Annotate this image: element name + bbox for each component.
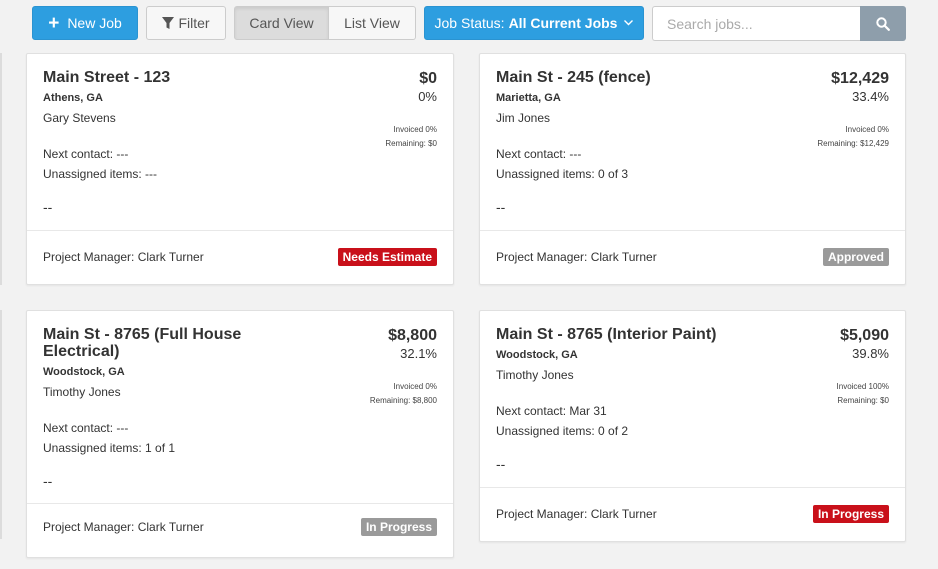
job-remaining: Remaining: $0	[837, 396, 889, 405]
left-edge-card	[0, 53, 2, 285]
status-badge: Needs Estimate	[337, 248, 437, 266]
job-customer: Jim Jones	[496, 111, 551, 125]
job-invoiced: Invoiced 0%	[393, 382, 437, 391]
status-badge: In Progress	[812, 505, 889, 523]
filter-label: Filter	[178, 15, 210, 31]
job-customer: Gary Stevens	[43, 111, 116, 125]
job-remaining: Remaining: $0	[385, 139, 437, 148]
job-unassigned-items: Unassigned items: 0 of 3	[496, 167, 629, 181]
job-remaining: Remaining: $8,800	[369, 396, 437, 405]
search-input[interactable]: Search jobs...	[652, 6, 860, 41]
job-amount: $8,800	[388, 327, 437, 344]
project-manager: Project Manager: Clark Turner	[43, 520, 204, 534]
job-invoiced: Invoiced 100%	[836, 382, 889, 391]
job-location: Marietta, GA	[496, 92, 561, 104]
job-unassigned-items: Unassigned items: 0 of 2	[496, 424, 629, 438]
view-toggle: Card View List View	[234, 6, 416, 40]
job-card[interactable]: Main St - 8765 (Full House Electrical) W…	[26, 310, 454, 558]
job-next-contact: Next contact: ---	[43, 147, 129, 161]
job-card-footer: Project Manager: Clark Turner Needs Esti…	[27, 230, 453, 284]
job-location: Woodstock, GA	[43, 366, 125, 378]
job-percent: 0%	[418, 89, 437, 104]
job-amount: $12,429	[831, 70, 889, 87]
job-note: --	[43, 199, 53, 215]
list-view-button[interactable]: List View	[329, 6, 416, 40]
job-card[interactable]: Main St - 8765 (Interior Paint) Woodstoc…	[479, 310, 906, 542]
job-percent: 39.8%	[852, 346, 889, 361]
job-status-value: All Current Jobs	[508, 15, 618, 31]
project-manager: Project Manager: Clark Turner	[496, 507, 657, 521]
left-edge-card	[0, 310, 2, 539]
job-next-contact: Next contact: ---	[496, 147, 582, 161]
project-manager: Project Manager: Clark Turner	[43, 250, 204, 264]
job-card[interactable]: Main St - 245 (fence) Marietta, GA Jim J…	[479, 53, 906, 285]
job-status-dropdown[interactable]: Job Status: All Current Jobs	[424, 6, 644, 40]
plus-icon: +	[48, 12, 60, 34]
job-location: Woodstock, GA	[496, 349, 578, 361]
status-badge: In Progress	[360, 518, 437, 536]
job-unassigned-items: Unassigned items: 1 of 1	[43, 441, 176, 455]
new-job-label: New Job	[67, 15, 122, 31]
job-remaining: Remaining: $12,429	[817, 139, 889, 148]
search-icon	[876, 16, 890, 31]
new-job-button[interactable]: + New Job	[32, 6, 138, 40]
project-manager: Project Manager: Clark Turner	[496, 250, 657, 264]
job-card[interactable]: Main Street - 123 Athens, GA Gary Steven…	[26, 53, 454, 285]
job-next-contact: Next contact: ---	[43, 421, 129, 435]
job-percent: 32.1%	[400, 346, 437, 361]
job-card-footer: Project Manager: Clark Turner In Progres…	[27, 503, 453, 557]
job-customer: Timothy Jones	[496, 368, 574, 382]
job-unassigned-items: Unassigned items: ---	[43, 167, 158, 181]
job-title[interactable]: Main St - 245 (fence)	[496, 69, 651, 86]
card-view-button[interactable]: Card View	[234, 6, 329, 40]
job-invoiced: Invoiced 0%	[393, 125, 437, 134]
job-note: --	[43, 473, 53, 489]
job-amount: $0	[419, 70, 437, 87]
filter-icon	[162, 16, 175, 29]
job-percent: 33.4%	[852, 89, 889, 104]
job-title[interactable]: Main St - 8765 (Full House Electrical)	[43, 326, 242, 360]
filter-button[interactable]: Filter	[146, 6, 226, 40]
job-amount: $5,090	[840, 327, 889, 344]
job-note: --	[496, 199, 506, 215]
job-title[interactable]: Main Street - 123	[43, 69, 171, 86]
search-button[interactable]	[860, 6, 906, 41]
job-invoiced: Invoiced 0%	[845, 125, 889, 134]
search-bar: Search jobs...	[652, 6, 906, 41]
job-next-contact: Next contact: Mar 31	[496, 404, 607, 418]
job-customer: Timothy Jones	[43, 385, 121, 399]
job-card-footer: Project Manager: Clark Turner In Progres…	[480, 487, 905, 541]
job-note: --	[496, 456, 506, 472]
status-badge: Approved	[822, 248, 889, 266]
job-status-prefix: Job Status:	[434, 15, 505, 31]
job-title[interactable]: Main St - 8765 (Interior Paint)	[496, 326, 717, 343]
chevron-down-icon	[624, 18, 634, 29]
job-card-footer: Project Manager: Clark Turner Approved	[480, 230, 905, 284]
job-location: Athens, GA	[43, 92, 103, 104]
